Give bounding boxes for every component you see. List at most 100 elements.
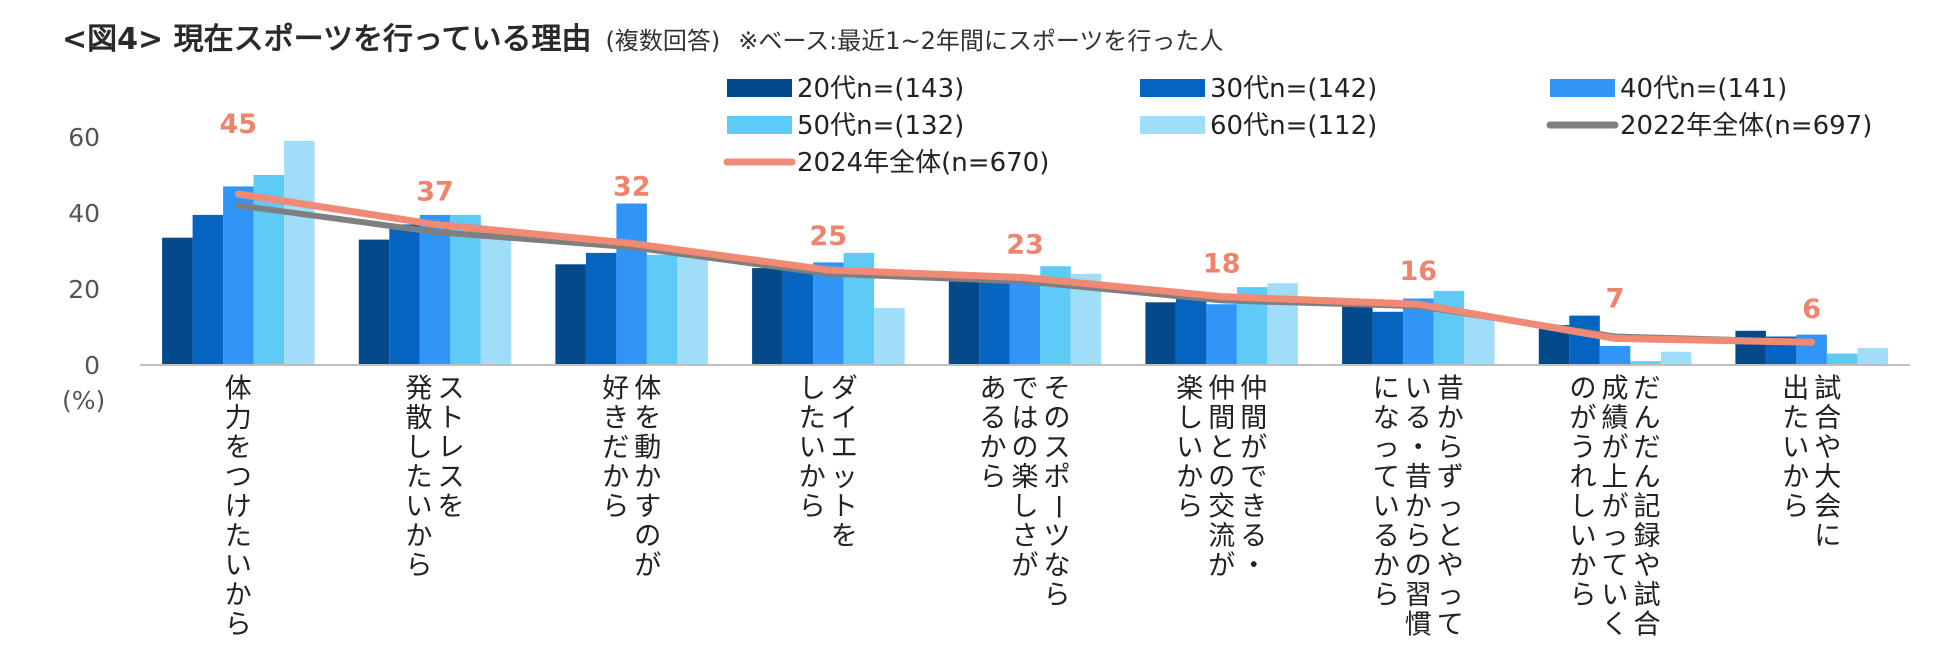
category-label-char: レ	[438, 432, 465, 463]
category-label-char: が	[1240, 432, 1267, 463]
legend-label: 50代n=(132)	[797, 111, 964, 141]
category-label-char: の	[1208, 462, 1235, 493]
chart-title: <図4> 現在スポーツを行っている理由 (複数回答) ※ベース:最近1~2年間にスポ…	[62, 14, 1223, 58]
series-line	[234, 190, 1816, 346]
category-label-char: が	[1602, 491, 1629, 522]
category-label-char: た	[799, 403, 826, 434]
bar	[1660, 351, 1692, 365]
category-label-char: 慣	[1405, 609, 1432, 640]
data-label: 6	[1802, 294, 1821, 325]
category-label-char: の	[1570, 373, 1597, 404]
bar	[1826, 353, 1858, 365]
category-label-char: か	[1176, 462, 1203, 493]
category-label-char: た	[1782, 403, 1809, 434]
category-label-char: だ	[602, 432, 629, 463]
category-label-char: イ	[831, 403, 858, 434]
category-label-char: 間	[1240, 403, 1267, 434]
bar	[616, 203, 647, 365]
category-label-char: か	[980, 432, 1007, 463]
category-label-char: く	[1602, 609, 1629, 640]
category-label-char: か	[225, 580, 252, 611]
category-label-char: エ	[831, 432, 858, 463]
category-label-char: だ	[1634, 432, 1661, 463]
category-label-char: は	[1012, 403, 1039, 434]
category-label-char: し	[1570, 491, 1597, 522]
category-label-char: を	[225, 432, 252, 463]
category-label-char: な	[1044, 550, 1071, 581]
data-label: 18	[1203, 249, 1241, 280]
legend-swatch	[727, 79, 792, 97]
category-label-char: 好	[602, 373, 629, 404]
data-label: 32	[613, 172, 651, 203]
category-label-char: 散	[406, 403, 433, 434]
category-label-char: が	[1570, 403, 1597, 434]
category-label-char: い	[1405, 373, 1432, 404]
category-label-char: ス	[438, 462, 465, 493]
bar	[419, 214, 451, 365]
bar	[358, 239, 390, 365]
category-label-char: の	[634, 521, 661, 552]
category-label-char: ら	[799, 491, 826, 522]
bar	[480, 230, 512, 365]
category-label-char: し	[406, 432, 433, 463]
bar	[646, 254, 678, 365]
bar	[223, 186, 254, 365]
bar	[1630, 361, 1661, 365]
category-label-char: に	[1373, 373, 1400, 404]
category-label-char: 仲	[1208, 373, 1235, 404]
category-label-char: ら	[225, 609, 252, 640]
category-label-char: ツ	[1044, 521, 1071, 552]
category-label-char: き	[1240, 491, 1267, 522]
bar	[782, 270, 814, 365]
category-label-char: ら	[1570, 580, 1597, 611]
category-label-char: 試	[1814, 373, 1841, 404]
category-label-char: を	[831, 521, 858, 552]
bar	[1433, 290, 1465, 365]
category-label-char: し	[1012, 491, 1039, 522]
category-label-char: か	[406, 521, 433, 552]
y-axis-unit: (%)	[62, 386, 105, 415]
category-label-char: 合	[1814, 403, 1841, 434]
category-label-char: と	[1437, 521, 1464, 552]
legend-swatch	[727, 116, 792, 134]
y-tick-label: 20	[68, 275, 100, 304]
category-label-char: に	[1814, 521, 1841, 552]
category-label-char: 体	[634, 373, 661, 404]
category-label-char: い	[1570, 521, 1597, 552]
category-label-char: い	[406, 491, 433, 522]
category-label-char: か	[1782, 462, 1809, 493]
category-label-char: 会	[1814, 491, 1841, 522]
bar	[389, 224, 420, 365]
category-label-char: ら	[1176, 491, 1203, 522]
legend-label: 40代n=(141)	[1620, 74, 1787, 104]
category-label-char: れ	[1570, 462, 1597, 493]
category-label-char: ん	[1634, 403, 1661, 434]
category-label-char: 昔	[1437, 373, 1464, 404]
bar	[979, 281, 1010, 365]
category-label-char: か	[1405, 491, 1432, 522]
legend-swatch	[1140, 116, 1205, 134]
bar	[162, 237, 193, 365]
category-label-char: な	[1373, 403, 1400, 434]
category-label-char: 記	[1634, 491, 1661, 522]
bar	[1009, 279, 1041, 365]
bar	[1342, 306, 1373, 365]
data-label: 23	[1006, 230, 1044, 261]
category-label-char: る	[1373, 521, 1400, 552]
bar	[752, 268, 783, 365]
bar	[948, 277, 980, 365]
category-label-char: 間	[1208, 403, 1235, 434]
bar	[1175, 298, 1207, 365]
category-label-char: た	[406, 462, 433, 493]
category-label-char: い	[225, 550, 252, 581]
category-label-char: 流	[1208, 521, 1235, 552]
category-label-char: ス	[1044, 432, 1071, 463]
category-label-char: っ	[1437, 491, 1464, 522]
legend-label: 60代n=(112)	[1210, 111, 1377, 141]
bar	[874, 308, 905, 365]
category-label-char: を	[634, 403, 661, 434]
bar	[1857, 347, 1888, 365]
category-label-char: っ	[1602, 521, 1629, 552]
category-label-char: だ	[1634, 373, 1661, 404]
legend-swatch	[1550, 79, 1615, 97]
